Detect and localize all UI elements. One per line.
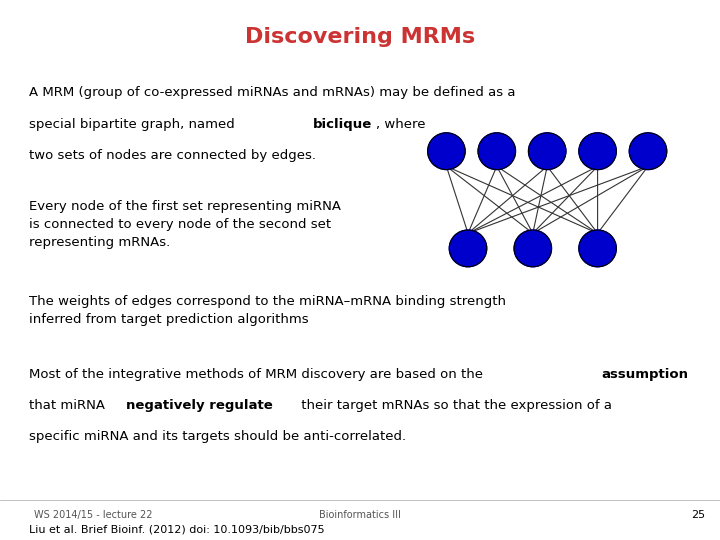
Text: that miRNA: that miRNA <box>29 399 109 412</box>
Text: 25: 25 <box>691 510 706 521</box>
Ellipse shape <box>428 133 465 170</box>
Ellipse shape <box>629 133 667 170</box>
Ellipse shape <box>579 230 616 267</box>
Text: Every node of the first set representing miRNA
is connected to every node of the: Every node of the first set representing… <box>29 200 341 249</box>
Text: , where: , where <box>376 118 426 131</box>
Text: A MRM (group of co-expressed miRNAs and mRNAs) may be defined as a: A MRM (group of co-expressed miRNAs and … <box>29 86 516 99</box>
Ellipse shape <box>514 230 552 267</box>
Text: biclique: biclique <box>313 118 372 131</box>
Text: Most of the integrative methods of MRM discovery are based on the: Most of the integrative methods of MRM d… <box>29 368 487 381</box>
Ellipse shape <box>478 133 516 170</box>
Text: Bioinformatics III: Bioinformatics III <box>319 510 401 521</box>
Text: special bipartite graph, named: special bipartite graph, named <box>29 118 239 131</box>
Ellipse shape <box>449 230 487 267</box>
Text: Discovering MRMs: Discovering MRMs <box>245 27 475 47</box>
Text: assumption: assumption <box>601 368 688 381</box>
Text: WS 2014/15 - lecture 22: WS 2014/15 - lecture 22 <box>35 510 153 521</box>
Text: The weights of edges correspond to the miRNA–mRNA binding strength
inferred from: The weights of edges correspond to the m… <box>29 295 505 326</box>
Text: negatively regulate: negatively regulate <box>126 399 273 412</box>
Text: Liu et al. Brief Bioinf. (2012) doi: 10.1093/bib/bbs075: Liu et al. Brief Bioinf. (2012) doi: 10.… <box>29 524 325 535</box>
Ellipse shape <box>528 133 566 170</box>
Ellipse shape <box>579 133 616 170</box>
Text: two sets of nodes are connected by edges.: two sets of nodes are connected by edges… <box>29 149 316 162</box>
Text: their target mRNAs so that the expression of a: their target mRNAs so that the expressio… <box>297 399 612 412</box>
Text: specific miRNA and its targets should be anti-correlated.: specific miRNA and its targets should be… <box>29 430 406 443</box>
